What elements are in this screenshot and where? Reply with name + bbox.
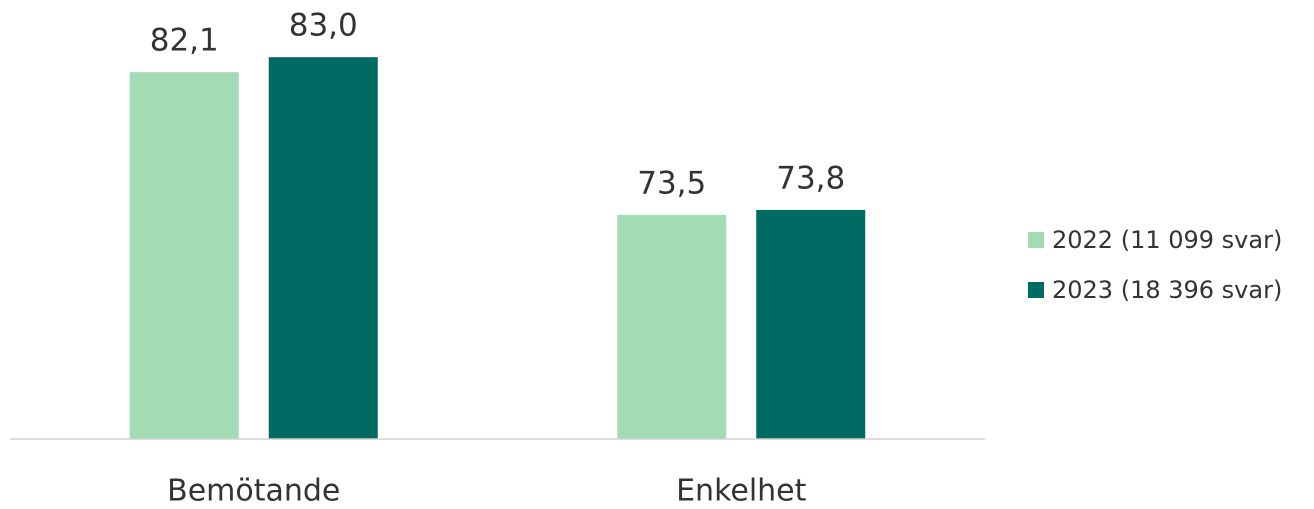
legend-label: 2022 (11 099 svar)	[1052, 226, 1282, 254]
data-label: 83,0	[289, 8, 358, 44]
legend-swatch	[1028, 282, 1044, 298]
legend-swatch	[1028, 232, 1044, 248]
x-tick-label: Enkelhet	[676, 474, 807, 509]
legend-label: 2023 (18 396 svar)	[1052, 276, 1282, 304]
x-tick-label: Bemötande	[167, 474, 340, 509]
data-label: 73,5	[637, 165, 706, 201]
data-label: 73,8	[776, 160, 845, 196]
bar	[756, 209, 866, 439]
bar	[617, 214, 727, 439]
bar	[268, 57, 378, 439]
bar	[129, 72, 239, 439]
data-label: 82,1	[150, 23, 219, 59]
